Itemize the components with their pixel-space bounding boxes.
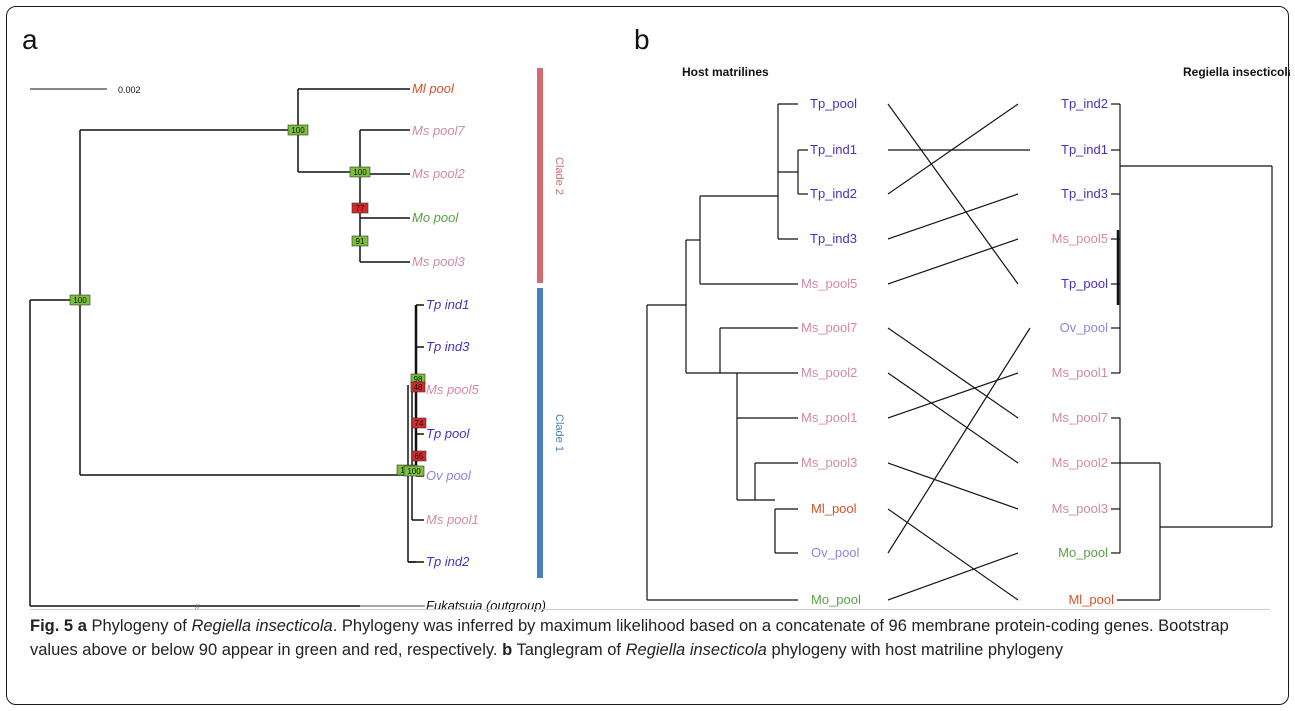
tip-label: Tp pool [426,426,470,441]
panel-a-letter: a [22,24,38,55]
bootstrap-box: 100 [287,124,309,136]
svg-text://: // [195,603,200,612]
tip-label: Tp ind2 [426,554,470,569]
tanglegram: Host matrilines Regiella insecticola [646,65,1290,607]
tip-label: Tp ind1 [426,297,469,312]
clade-1-label: Clade 1 [553,414,565,452]
svg-text:100: 100 [73,296,87,305]
bootstrap-box: 100 [349,166,371,178]
symbiont-tip-label: Ov_pool [1060,320,1109,335]
tip-label: Tp ind3 [426,339,470,354]
clade-1-bar [537,288,543,578]
svg-text:48: 48 [414,383,423,392]
tip-label: Ms pool2 [412,166,466,181]
host-tip-label: Tp_ind3 [810,231,857,246]
svg-text:100: 100 [407,467,421,476]
svg-text:74: 74 [415,419,424,428]
bootstrap-box: 65 [411,450,427,462]
svg-text:98: 98 [414,375,423,384]
symbiont-tip-label: Ms_pool7 [1052,410,1108,425]
host-tip-label: Tp_pool [810,96,857,111]
symbiont-tip-label: Tp_ind3 [1061,186,1108,201]
host-matrilines-title: Host matrilines [682,65,769,79]
tip-label: Mo pool [412,210,459,225]
tip-label: Ms pool5 [426,382,480,397]
host-tip-label: Ms_pool3 [801,455,857,470]
tip-label: Ov pool [426,468,472,483]
host-tip-label: Ms_pool7 [801,320,857,335]
symbiont-tip-label: Ms_pool5 [1052,231,1108,246]
bootstrap-box: 48 [410,381,426,393]
symbiont-tip-label: Tp_ind2 [1061,96,1108,111]
host-tip-label: Ov_pool [811,545,860,560]
host-tip-label: Tp_ind1 [810,142,857,157]
svg-text:65: 65 [415,452,424,461]
tip-label: Ms pool7 [412,123,466,138]
tip-label: Ms pool1 [426,512,479,527]
bootstrap-box: 100 [403,465,425,477]
bootstrap-box: 91 [351,235,369,247]
host-tip-label: Mo_pool [811,592,861,607]
panel-b-letter: b [634,24,650,55]
host-tip-label: Ml_pool [811,501,857,516]
svg-text:100: 100 [291,126,305,135]
caption-divider [30,609,1270,610]
bootstrap-box: 77 [351,202,369,214]
symbiont-tip-label: Ml_pool [1068,592,1114,607]
tip-label: Fukatsuia (outgroup) [426,598,546,612]
svg-text:91: 91 [356,237,365,246]
tip-label: Ml pool [412,81,455,96]
host-tip-label: Ms_pool2 [801,365,857,380]
figure-frame [6,6,1289,705]
clade-2-label: Clade 2 [553,157,565,195]
clade-2-bar [537,68,543,283]
symbiont-tip-label: Ms_pool1 [1052,365,1108,380]
svg-text:77: 77 [356,204,365,213]
scale-bar-label: 0.002 [118,85,141,95]
symbiont-tip-label: Ms_pool2 [1052,455,1108,470]
svg-text:100: 100 [353,168,367,177]
symbiont-tip-label: Ms_pool3 [1052,501,1108,516]
bootstrap-box: 100 [69,294,91,306]
symbiont-tip-label: Mo_pool [1058,545,1108,560]
symbiont-tip-label: Tp_ind1 [1061,142,1108,157]
tip-label: Ms pool3 [412,254,466,269]
symbiont-tip-label: Tp_pool [1061,276,1108,291]
host-tip-label: Ms_pool5 [801,276,857,291]
figure-caption: Fig. 5 a Phylogeny of Regiella insectico… [30,617,1229,659]
phylogeny-tree: 0.002 // Ml pool Ms pool7 Ms pool2 Mo po… [29,68,565,612]
bootstrap-box: 74 [411,417,427,429]
regiella-title: Regiella insecticola [1183,65,1290,79]
host-tip-label: Ms_pool1 [801,410,857,425]
host-tip-label: Tp_ind2 [810,186,857,201]
